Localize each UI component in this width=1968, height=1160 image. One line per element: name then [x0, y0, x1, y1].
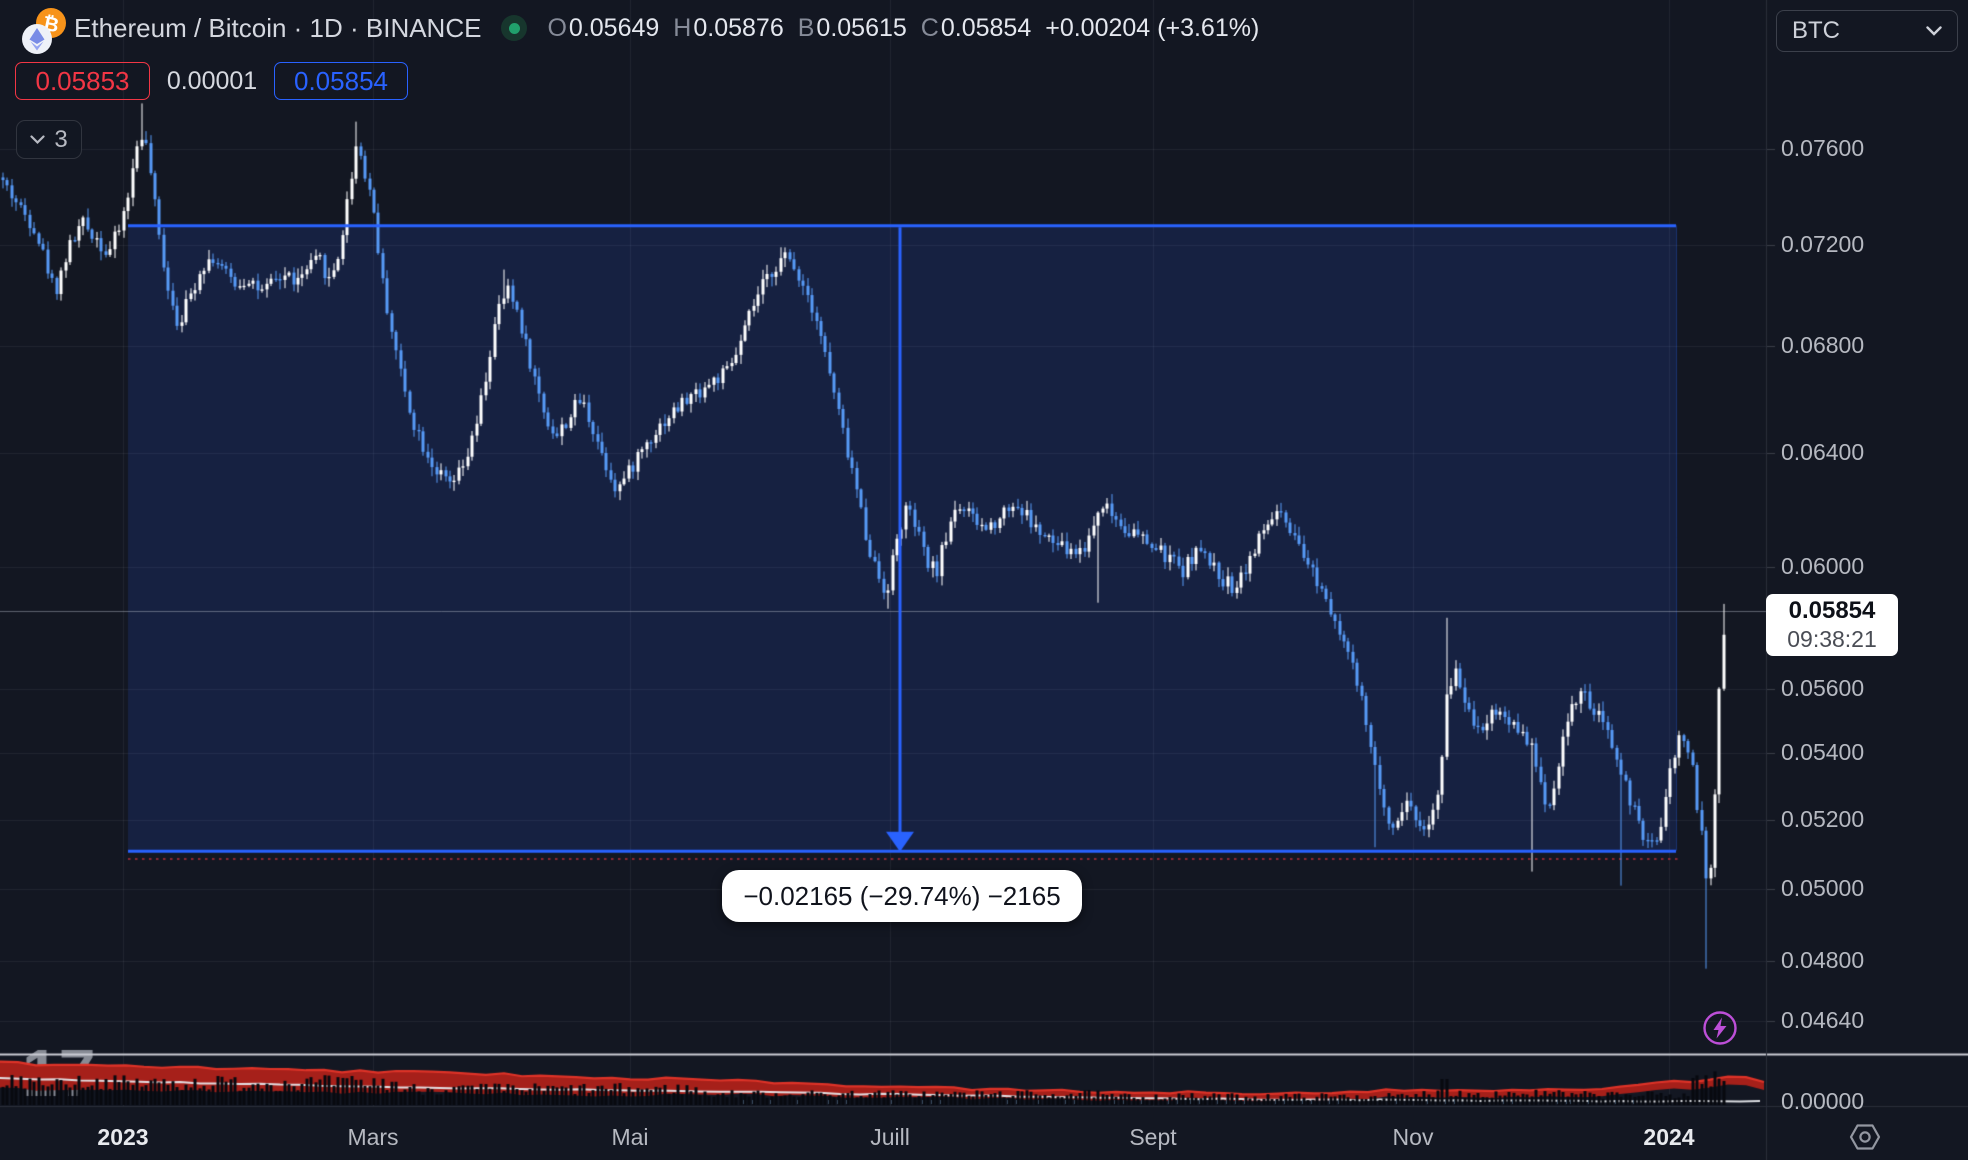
market-status-icon[interactable]: [501, 15, 528, 41]
sell-price-button[interactable]: 0.05853: [15, 62, 150, 100]
price-axis-label: 0.05000: [1781, 875, 1865, 902]
price-axis-label: 0.04800: [1781, 947, 1865, 974]
low-label: B: [797, 13, 815, 42]
gear-icon: [1849, 1124, 1881, 1150]
chart-header: ₿ Ethereum / Bitcoin · 1D · BINANCE O 0.0…: [10, 6, 1259, 54]
price-axis-label: 0.05400: [1781, 739, 1865, 766]
chevron-down-icon: [1926, 26, 1942, 36]
high-value: 0.05876: [693, 13, 784, 42]
object-tree-button[interactable]: 3: [16, 120, 82, 159]
open-value: 0.05649: [568, 13, 660, 42]
close-value: 0.05854: [940, 13, 1032, 42]
price-axis-label: 0.05200: [1781, 805, 1865, 832]
close-label: C: [920, 13, 939, 42]
bar-countdown: 09:38:21: [1787, 626, 1877, 652]
buy-price-button[interactable]: 0.05854: [274, 62, 408, 100]
change-value: +0.00204 (+3.61%): [1045, 13, 1260, 42]
object-tree-count: 3: [54, 125, 68, 153]
price-axis-label: 0.07600: [1781, 135, 1865, 162]
current-price-value: 0.05854: [1788, 597, 1876, 624]
symbol-pair-logo: ₿: [10, 0, 70, 56]
time-axis-label: Mai: [611, 1124, 649, 1150]
time-axis-label: 2023: [97, 1124, 149, 1150]
open-label: O: [547, 13, 567, 42]
time-axis-label: Juill: [870, 1124, 910, 1150]
high-label: H: [673, 13, 692, 42]
price-axis-label: 0.06400: [1781, 438, 1865, 465]
symbol-title[interactable]: Ethereum / Bitcoin · 1D · BINANCE: [74, 12, 482, 43]
currency-unit-dropdown[interactable]: BTC: [1776, 10, 1958, 52]
bitcoin-ethereum-logo-icon: ₿: [22, 8, 66, 54]
currency-unit-label: BTC: [1792, 17, 1840, 44]
time-axis-label: Sept: [1129, 1124, 1177, 1150]
price-axis-label: 0.07200: [1781, 230, 1865, 257]
measure-tool-label[interactable]: −0.02165 (−29.74%) −2165: [722, 870, 1082, 922]
volume-axis-zero-label: 0.00000: [1781, 1088, 1865, 1114]
spread-value: 0.00001: [166, 66, 258, 95]
lightning-icon: [1703, 1011, 1737, 1045]
timezone-settings-button[interactable]: [1848, 1120, 1882, 1159]
current-price-label: 0.05854 09:38:21: [1766, 594, 1898, 656]
price-axis-label: 0.05600: [1781, 674, 1865, 701]
price-axis-label: 0.06000: [1781, 552, 1865, 579]
price-axis-label: 0.04640: [1781, 1007, 1865, 1034]
chevron-down-icon: [30, 134, 45, 144]
price-axis-label: 0.06800: [1781, 331, 1865, 358]
low-value: 0.05615: [816, 13, 907, 42]
time-axis-label: Nov: [1392, 1124, 1434, 1150]
ohlc-readout: O 0.05649 H 0.05876 B 0.05615 C 0.05854 +0.0…: [547, 14, 1259, 43]
time-axis-label: 2024: [1643, 1124, 1695, 1150]
instant-trading-button[interactable]: [1701, 1009, 1739, 1052]
time-axis-label: Mars: [347, 1124, 399, 1150]
